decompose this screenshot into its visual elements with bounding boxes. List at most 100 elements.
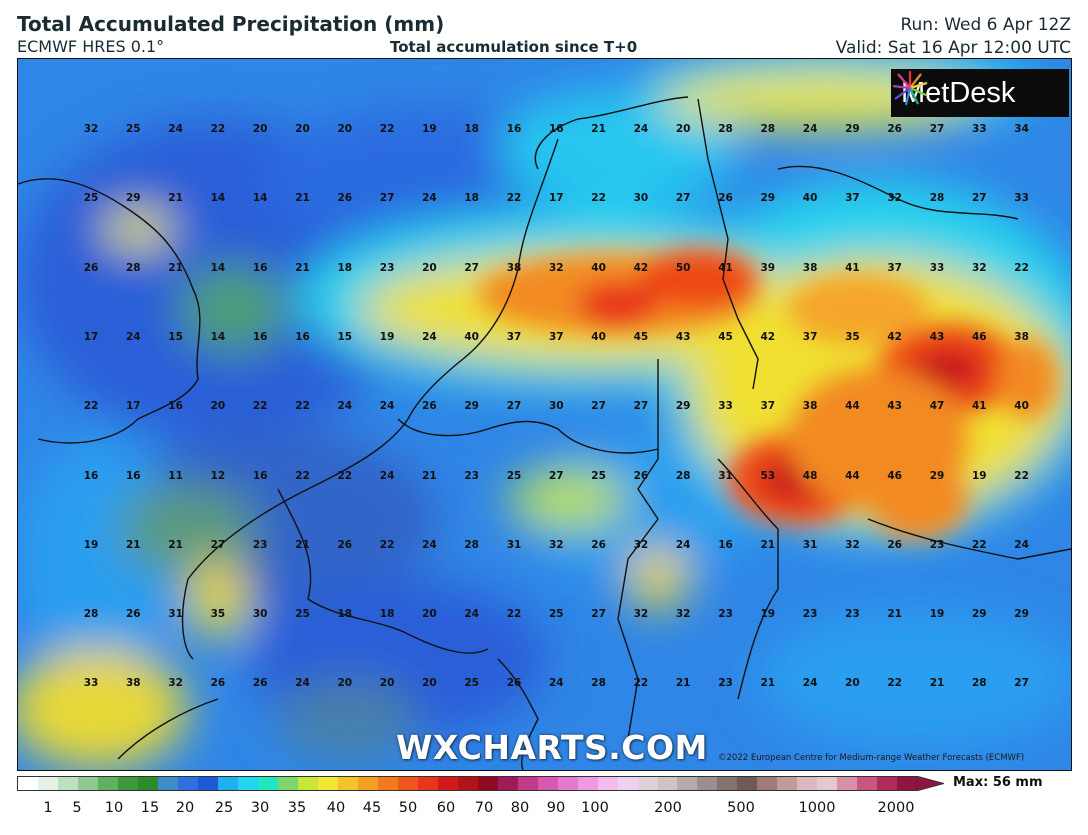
colorbar-tick-label: 60 [436, 800, 456, 816]
grid-value: 27 [548, 469, 564, 482]
chart-title: Total Accumulated Precipitation (mm) [17, 12, 445, 36]
grid-value: 14 [252, 192, 268, 205]
grid-value: 32 [548, 538, 564, 551]
grid-value: 14 [210, 330, 226, 343]
grid-value: 26 [506, 677, 522, 690]
colorbar-segment [77, 777, 98, 790]
colorbar-tick-label: 1000 [798, 800, 836, 816]
grid-value: 23 [464, 469, 479, 482]
grid-value: 20 [379, 677, 395, 690]
grid-value: 26 [210, 677, 226, 690]
grid-value: 22 [506, 192, 522, 205]
colorbar-segment [477, 777, 498, 790]
precipitation-map[interactable]: MetDesk 32 25 24 22 20 20 20 22 19 18 16 16 21 24 20 28… [17, 58, 1072, 771]
grid-value: 27 [675, 192, 691, 205]
grid-value: 29 [971, 608, 987, 621]
grid-value: 28 [718, 123, 733, 135]
grid-value: 30 [252, 608, 268, 621]
grid-value: 24 [1014, 538, 1029, 551]
colorbar-segment [737, 777, 758, 790]
grid-value: 23 [802, 608, 818, 621]
grid-value: 22 [1014, 261, 1029, 274]
grid-value: 12 [210, 469, 226, 482]
model-label: ECMWF HRES 0.1° [17, 37, 165, 56]
grid-value: 22 [337, 469, 353, 482]
grid-value: 22 [971, 538, 987, 551]
grid-value: 40 [1014, 400, 1029, 413]
chart-subtitle: Total accumulation since T+0 [390, 38, 638, 56]
grid-value: 26 [337, 192, 353, 205]
grid-value: 19 [971, 469, 987, 482]
grid-value: 19 [929, 608, 945, 621]
colorbar-segment [137, 777, 158, 790]
colorbar-tick-label: 500 [727, 800, 755, 816]
grid-value: 20 [422, 261, 437, 274]
grid-value: 27 [971, 192, 987, 205]
grid-value: 48 [802, 469, 818, 482]
colorbar-segment [37, 777, 58, 790]
grid-value: 19 [83, 538, 99, 551]
wxcharts-watermark: WXCHARTS.COM [396, 728, 708, 767]
grid-value: 18 [464, 123, 479, 135]
grid-value: 38 [802, 261, 818, 274]
grid-value: 21 [168, 261, 183, 274]
grid-value: 24 [802, 123, 818, 135]
grid-value: 21 [591, 123, 606, 135]
grid-value: 28 [125, 261, 141, 274]
grid-value: 31 [168, 608, 183, 621]
grid-value: 24 [379, 469, 395, 482]
grid-value: 32 [887, 192, 902, 205]
grid-value: 21 [295, 192, 310, 205]
grid-value: 44 [845, 400, 860, 413]
grid-value: 25 [83, 192, 99, 205]
grid-value: 28 [591, 677, 606, 690]
colorbar-segment [177, 777, 198, 790]
grid-value: 24 [548, 677, 564, 690]
colorbar-tick-label: 25 [214, 800, 234, 816]
grid-value: 38 [1014, 330, 1029, 343]
colorbar-tick-label: 200 [654, 800, 682, 816]
grid-value: 32 [548, 261, 564, 274]
colorbar-tick-label: 2000 [877, 800, 915, 816]
colorbar-tick-label: 50 [398, 800, 418, 816]
grid-value: 33 [971, 123, 987, 135]
colorbar-tick-label: 80 [510, 800, 530, 816]
grid-value: 37 [760, 400, 776, 413]
grid-value: 18 [379, 608, 395, 621]
grid-value: 22 [83, 400, 99, 413]
grid-value: 45 [718, 330, 733, 343]
colorbar [17, 776, 918, 791]
grid-value: 26 [887, 538, 902, 551]
grid-value: 24 [337, 400, 353, 413]
grid-value: 15 [337, 330, 353, 343]
grid-value: 28 [83, 608, 99, 621]
grid-value: 28 [971, 677, 987, 690]
metdesk-logo: MetDesk [891, 69, 1069, 117]
grid-value: 27 [210, 538, 226, 551]
colorbar-tick-label: 35 [287, 800, 307, 816]
colorbar-segment [837, 777, 858, 790]
grid-value: 20 [337, 677, 353, 690]
colorbar-segment [297, 777, 318, 790]
grid-value: 30 [633, 192, 649, 205]
grid-value: 26 [422, 400, 437, 413]
grid-value: 25 [464, 677, 479, 690]
colorbar-segment [197, 777, 218, 790]
grid-value: 29 [845, 123, 860, 135]
grid-value: 25 [295, 608, 310, 621]
colorbar-segment [797, 777, 818, 790]
grid-value: 21 [929, 677, 945, 690]
grid-value: 47 [929, 400, 945, 413]
grid-value: 40 [802, 192, 818, 205]
grid-value: 24 [125, 330, 141, 343]
colorbar-segment [817, 777, 838, 790]
grid-value: 20 [422, 608, 437, 621]
grid-value: 42 [887, 330, 902, 343]
grid-value: 35 [845, 330, 860, 343]
grid-value: 29 [675, 400, 691, 413]
grid-value: 20 [675, 123, 691, 135]
colorbar-segment [657, 777, 678, 790]
grid-value: 16 [718, 538, 733, 551]
grid-value: 40 [591, 261, 606, 274]
colorbar-segment [557, 777, 578, 790]
